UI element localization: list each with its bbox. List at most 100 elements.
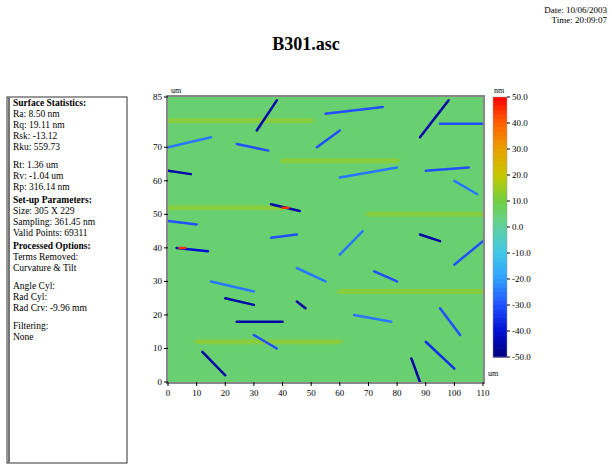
colorbar-step: [493, 292, 507, 297]
y-axis-title: um: [171, 86, 182, 95]
surface-feature: [354, 315, 391, 322]
colorbar-step: [493, 149, 507, 154]
surface-feature: [368, 212, 483, 217]
colorbar-step: [493, 166, 507, 171]
surface-feature: [271, 204, 300, 211]
colorbar-step: [493, 327, 507, 332]
colorbar-tick: [507, 227, 510, 228]
colorbar-step: [493, 344, 507, 349]
surface-feature: [257, 100, 277, 130]
surface-feature: [317, 131, 340, 148]
colorbar-step: [493, 153, 507, 158]
surface-feature: [168, 205, 283, 210]
panel-line: Sampling: 361.45 nm: [13, 217, 96, 227]
panel-line: Terms Removed:: [13, 252, 78, 262]
colorbar-step: [493, 231, 507, 236]
date: Date: 10/06/2003: [544, 5, 607, 15]
colorbar-tick: [507, 149, 510, 150]
colorbar-step: [493, 158, 507, 163]
x-tick: [368, 382, 369, 386]
surface-feature: [168, 137, 211, 147]
surface-feature: [254, 335, 277, 348]
surface-feature: [225, 298, 254, 305]
surface-feature: [168, 221, 197, 224]
x-tick-label: 50: [307, 388, 317, 398]
surface-feature: [440, 308, 460, 335]
surface-feature: [283, 158, 398, 163]
colorbar-tick: [507, 279, 510, 280]
colorbar-step: [493, 322, 507, 327]
colorbar-step: [493, 218, 507, 223]
surface-feature: [426, 167, 469, 170]
colorbar-step: [493, 210, 507, 215]
y-tick: [164, 97, 168, 98]
x-tick-label: 30: [249, 388, 259, 398]
surface-feature: [440, 123, 483, 126]
x-tick-label: 60: [335, 388, 345, 398]
colorbar-step: [493, 348, 507, 353]
y-tick-label: 0: [158, 377, 163, 387]
colorbar-step: [493, 318, 507, 323]
y-tick-label: 60: [153, 176, 163, 186]
surface-feature: [454, 241, 483, 264]
colorbar-step: [493, 179, 507, 184]
surface-feature: [179, 247, 185, 250]
surface-feature: [271, 234, 297, 237]
colorbar-step: [493, 188, 507, 193]
colorbar-tick-label: 40.0: [512, 118, 528, 128]
surface-feature: [420, 234, 440, 241]
colorbar-step: [493, 106, 507, 111]
surface-feature: [426, 342, 455, 369]
panel-line: Rp: 316.14 nm: [13, 182, 70, 192]
colorbar-step: [493, 214, 507, 219]
surface-feature: [420, 100, 449, 137]
x-tick: [282, 382, 283, 386]
surface-feature: [340, 167, 397, 177]
colorbar-step: [493, 201, 507, 206]
surface-feature: [211, 281, 254, 291]
y-tick-label: 30: [153, 276, 163, 286]
colorbar-step: [493, 275, 507, 280]
colorbar-step: [493, 136, 507, 141]
y-tick: [164, 247, 168, 248]
panel-line: Curvature & Tilt: [13, 263, 77, 273]
x-tick: [339, 382, 340, 386]
surface-feature: [326, 107, 383, 114]
y-tick-label: 20: [153, 310, 163, 320]
x-tick-label: 90: [421, 388, 431, 398]
colorbar-tick: [507, 123, 510, 124]
y-tick-label: 70: [153, 142, 163, 152]
title: B301.asc: [272, 34, 340, 54]
y-tick: [164, 281, 168, 282]
surface-feature: [237, 320, 283, 323]
x-tick-label: 110: [476, 388, 490, 398]
panel-box: [7, 97, 127, 463]
x-tick: [196, 382, 197, 386]
colorbar-tick-label: 20.0: [512, 170, 528, 180]
colorbar-step: [493, 335, 507, 340]
x-tick-label: 40: [278, 388, 288, 398]
colorbar-step: [493, 301, 507, 306]
colorbar-tick: [507, 175, 510, 176]
colorbar-step: [493, 101, 507, 106]
y-tick-label: 50: [153, 209, 163, 219]
colorbar-step: [493, 309, 507, 314]
colorbar-tick: [507, 357, 510, 358]
colorbar-tick-label: 0.0: [512, 222, 524, 232]
x-tick-label: 70: [364, 388, 374, 398]
y-tick-label: 10: [153, 343, 163, 353]
surface-base: [168, 97, 483, 382]
surface-feature: [297, 268, 326, 281]
x-tick: [454, 382, 455, 386]
colorbar-tick-label: 10.0: [512, 196, 528, 206]
surface-feature: [237, 144, 268, 151]
colorbar-step: [493, 305, 507, 310]
surface-feature: [374, 271, 397, 281]
time: Time: 20:09:07: [552, 15, 608, 25]
colorbar-step: [493, 140, 507, 145]
colorbar-step: [493, 127, 507, 132]
panel-heading: Surface Statistics:: [13, 98, 86, 108]
colorbar-step: [493, 192, 507, 197]
panel-line: Rv: -1.04 um: [13, 171, 64, 181]
y-tick: [164, 214, 168, 215]
